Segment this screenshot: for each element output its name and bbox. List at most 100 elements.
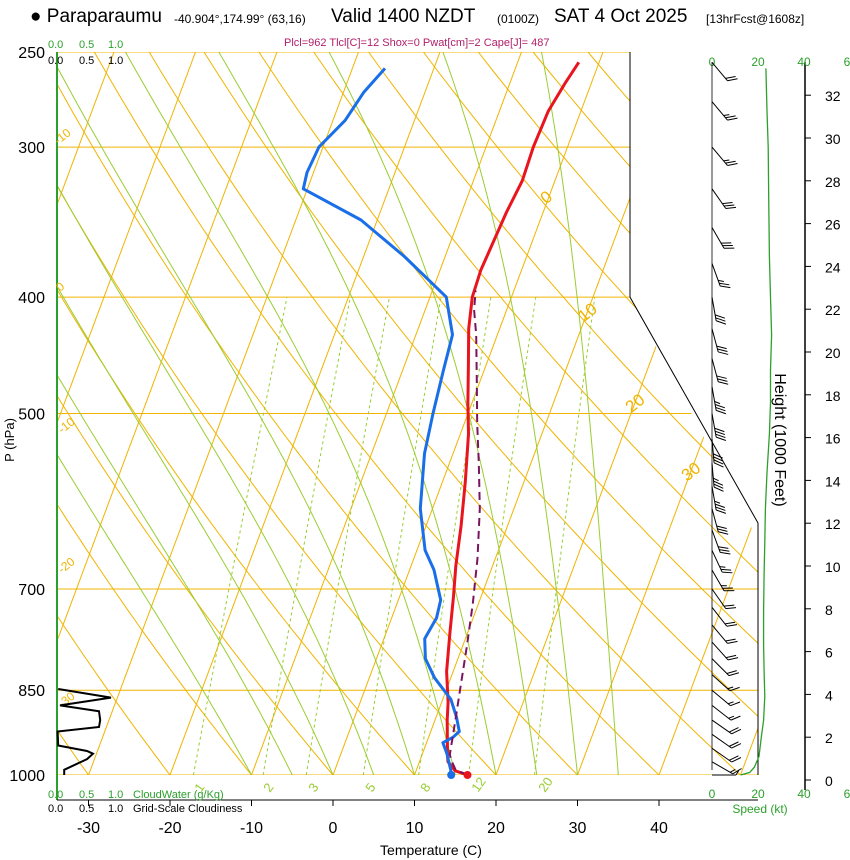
barb-flag [718, 351, 729, 355]
barb-shaft [711, 588, 727, 609]
barb-flag [727, 117, 738, 121]
height-tick-label: 6 [825, 645, 833, 661]
barb-flag [723, 590, 735, 592]
dry-adiabat [57, 52, 171, 775]
barb-flag [725, 638, 736, 642]
isotherm-line [88, 52, 359, 775]
wind-barb [711, 413, 727, 441]
top-scale-black-label: 0.0 [48, 55, 63, 67]
barb-flag [715, 433, 726, 439]
height-tick-label: 16 [825, 431, 841, 447]
pressure-tick-label: 500 [18, 407, 45, 424]
barb-flag [715, 506, 726, 511]
barb-flag [728, 727, 739, 733]
barb-flag [722, 244, 733, 247]
barb-shaft [711, 297, 717, 321]
dry-adiabat [368, 52, 758, 775]
wind-barb [711, 733, 742, 749]
barb-shaft [711, 463, 715, 488]
pressure-tick-label: 850 [18, 683, 45, 700]
wind-barb [711, 146, 738, 166]
wind-barb [711, 486, 727, 514]
isotherm-line [658, 52, 758, 775]
barb-shaft [711, 658, 730, 676]
barb-flag [727, 640, 738, 644]
wind-barb [711, 227, 735, 249]
wind-barb [711, 569, 735, 592]
barb-flag [725, 75, 736, 79]
y2-axis-title: Height (1000 Feet) [771, 373, 788, 506]
dewpoint-line [301, 67, 461, 776]
barb-flag [715, 406, 726, 412]
wind-barb [711, 761, 742, 775]
wind-barb [711, 719, 742, 735]
wind-barb [711, 704, 741, 721]
barb-flag [725, 607, 737, 610]
dry-adiabat [807, 52, 850, 775]
barb-flag [720, 285, 731, 289]
barb-flag [720, 568, 732, 571]
moist-adiabat [57, 52, 334, 775]
moist-adiabat [57, 52, 293, 775]
barb-shaft [711, 704, 732, 721]
top-scale-black-label: 0.5 [79, 55, 94, 67]
dry-adiabat [752, 52, 758, 775]
barb-flag [722, 571, 733, 574]
location-name: Paraparaumu [46, 6, 162, 27]
moist-adiabat [57, 52, 252, 775]
barb-flag [731, 728, 742, 735]
barb-shaft [711, 486, 717, 511]
height-tick-label: 30 [825, 131, 841, 147]
mixing-ratio-line [262, 297, 351, 775]
top-scale-black-label: 1.0 [108, 55, 123, 67]
parcel-line [448, 290, 481, 776]
wind-barb [711, 328, 729, 355]
title-forecast: [13hrFcst@1608z] [706, 12, 805, 26]
wind-speed-line [740, 68, 773, 776]
barb-flag [731, 757, 742, 763]
bottom-scale-black-label: 0.5 [79, 803, 94, 815]
mixing-ratio-line [362, 297, 442, 775]
barb-half-flag [720, 585, 727, 587]
barb-flag [726, 670, 737, 674]
barb-flag [725, 206, 737, 209]
isotherm-line [251, 52, 522, 775]
dry-adiabat [57, 52, 497, 775]
top-scale-green-label: 0.5 [79, 39, 94, 51]
barb-shaft [711, 263, 721, 287]
barb-flag [713, 483, 724, 489]
barb-shaft [711, 761, 734, 775]
speed-top-tick: 6 [844, 55, 850, 69]
mixing-ratio-line [418, 297, 492, 775]
background-grid [57, 52, 850, 775]
barb-flag [720, 242, 732, 244]
barb-half-flag [729, 769, 736, 773]
dewpoint-surface-marker [447, 771, 456, 779]
barb-flag [728, 755, 739, 761]
barb-flag [716, 375, 727, 379]
barb-half-flag [718, 279, 724, 282]
barb-shaft [711, 358, 719, 382]
barb-flag [716, 436, 727, 441]
height-tick-label: 8 [825, 602, 833, 618]
title-valid: Valid 1400 NZDT [331, 6, 476, 27]
barb-flag [713, 456, 724, 462]
isotherm-label: -10 [51, 125, 74, 147]
height-tick-label: 2 [825, 730, 833, 746]
wind-barb [711, 508, 729, 535]
title-coords: -40.904°,174.99° (63,16) [174, 12, 306, 26]
height-tick-label: 26 [825, 217, 841, 233]
barb-half-flag [713, 477, 719, 482]
wind-barb [711, 550, 733, 574]
moist-adiabat [57, 52, 375, 775]
isotherm-label: -20 [55, 554, 78, 576]
height-tick-label: 12 [825, 516, 841, 532]
moist-adiabat [124, 52, 456, 775]
mixing-ratio-line [534, 297, 596, 775]
dry-adiabat [203, 52, 758, 775]
barb-flag [717, 348, 728, 353]
mixing-ratio-line [192, 297, 288, 775]
pressure-tick-label: 400 [18, 290, 45, 307]
top-scale-green-label: 0.0 [48, 39, 63, 51]
